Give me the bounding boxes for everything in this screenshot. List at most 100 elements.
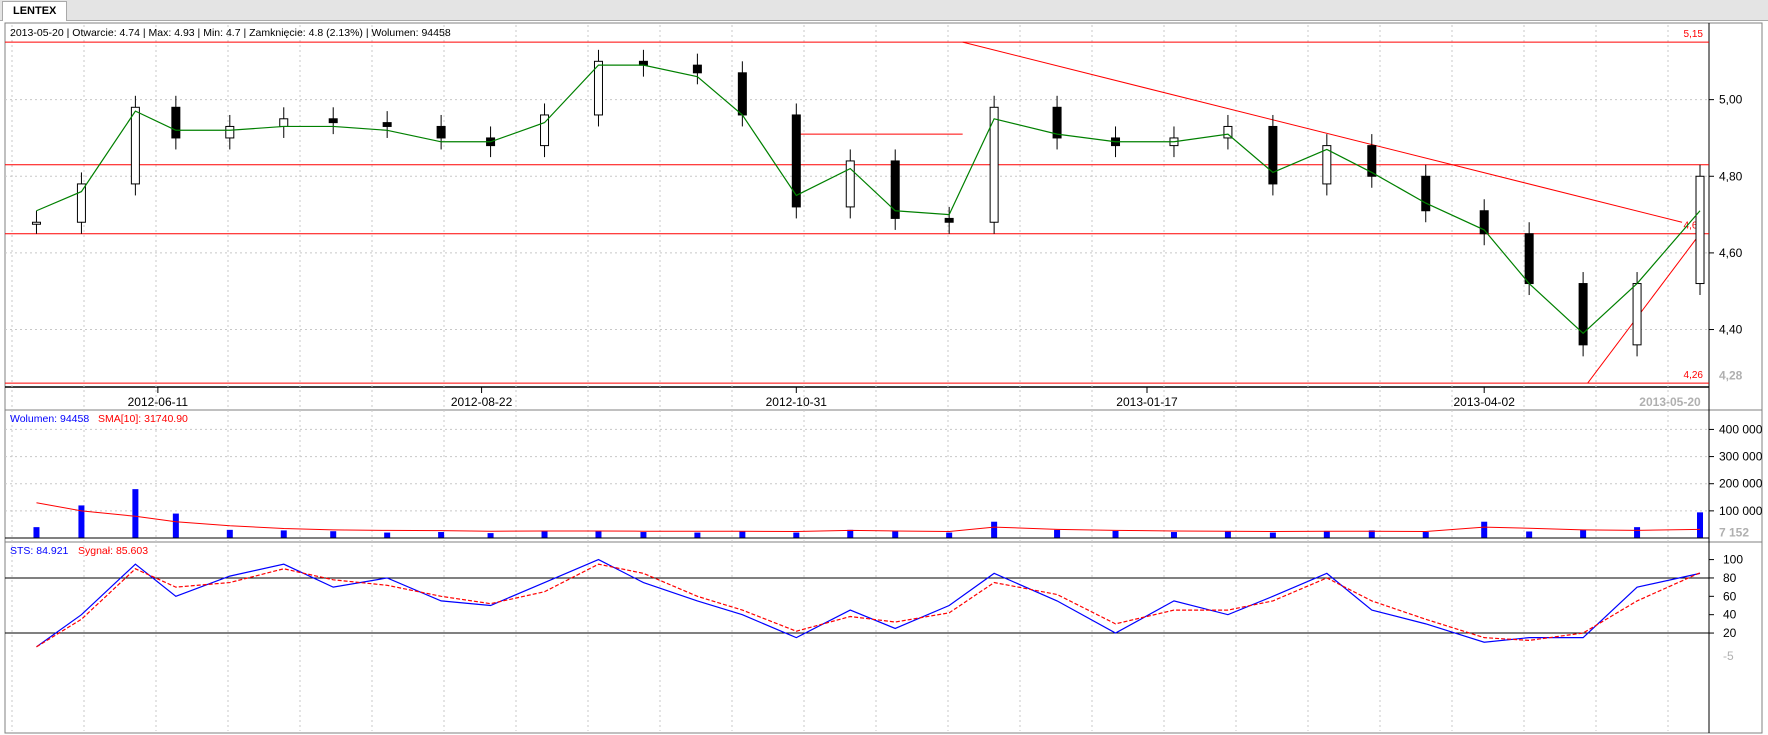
trend-line bbox=[962, 41, 1683, 223]
candle-body bbox=[540, 114, 550, 147]
volume-tick-label: 300 000 bbox=[1719, 450, 1763, 464]
volume-bar bbox=[132, 489, 139, 538]
volume-bar bbox=[739, 531, 746, 538]
candle-body bbox=[225, 125, 235, 139]
volume-bar bbox=[438, 532, 445, 538]
grid-lines bbox=[5, 25, 1709, 731]
price-tick-label: 4,80 bbox=[1719, 169, 1743, 183]
volume-bar bbox=[946, 532, 953, 538]
volume-bar bbox=[1634, 527, 1641, 538]
candle-body bbox=[1479, 210, 1489, 235]
price-info-text: 2013-05-20 | Otwarcie: 4.74 | Max: 4.93 … bbox=[10, 27, 451, 39]
price-level-label: 4,65 bbox=[1684, 221, 1704, 232]
x-tick-label: 2013-01-17 bbox=[1116, 395, 1178, 409]
sts-tick-label: 80 bbox=[1723, 571, 1737, 585]
candle-body bbox=[1421, 175, 1431, 212]
x-tick-label: 2012-10-31 bbox=[766, 395, 828, 409]
candle-body bbox=[328, 118, 338, 124]
volume-bar bbox=[1526, 531, 1533, 538]
price-tick-label: 4,60 bbox=[1719, 246, 1743, 260]
price-sma-line bbox=[36, 64, 1701, 335]
volume-bar bbox=[33, 527, 40, 538]
candle-body bbox=[1052, 106, 1062, 139]
candle-body bbox=[76, 183, 86, 223]
candle-body bbox=[1268, 125, 1278, 185]
x-tick-label: 2012-06-11 bbox=[128, 395, 189, 409]
price-level-label: 4,26 bbox=[1684, 370, 1704, 381]
x-tick-label: 2013-04-02 bbox=[1454, 395, 1516, 409]
volume-bar bbox=[793, 532, 800, 538]
volume-bar bbox=[847, 529, 854, 538]
candle-body bbox=[1367, 145, 1377, 177]
last-date-label: 2013-05-20 bbox=[1639, 395, 1701, 409]
volume-bar bbox=[487, 533, 494, 538]
volume-bar bbox=[892, 531, 899, 538]
volume-bar bbox=[78, 505, 85, 538]
candle-body bbox=[791, 114, 801, 208]
tab-lentex[interactable]: LENTEX bbox=[2, 1, 68, 21]
sts-tick-label: 20 bbox=[1723, 626, 1737, 640]
candle-body bbox=[1322, 145, 1332, 185]
price-tick-label: 4,40 bbox=[1719, 323, 1743, 337]
candle-body bbox=[845, 160, 855, 208]
sts-line bbox=[36, 558, 1701, 648]
candle-body bbox=[1524, 233, 1534, 285]
tab-bar: LENTEX bbox=[0, 0, 1768, 21]
volume-tick-label: 200 000 bbox=[1719, 477, 1763, 491]
sts-tick-label: 40 bbox=[1723, 608, 1737, 622]
volume-current-label: 7 152 bbox=[1719, 526, 1749, 540]
candle-body bbox=[737, 72, 747, 116]
candle-body bbox=[279, 118, 289, 127]
x-tick-label: 2012-08-22 bbox=[451, 395, 513, 409]
volume-bar bbox=[384, 532, 391, 538]
sts-lines bbox=[5, 558, 1709, 648]
current-price-label: 4,28 bbox=[1719, 369, 1743, 383]
candle-body bbox=[1223, 125, 1233, 139]
candle-body bbox=[890, 160, 900, 219]
volume-bar bbox=[991, 521, 998, 538]
volume-bar bbox=[1054, 529, 1061, 538]
volume-bars bbox=[5, 489, 1709, 539]
candle-body bbox=[692, 64, 702, 74]
candle-body bbox=[1578, 283, 1588, 346]
volume-bar bbox=[640, 532, 647, 538]
volume-bar bbox=[172, 513, 179, 538]
volume-bar bbox=[694, 532, 701, 538]
volume-bar bbox=[280, 530, 287, 538]
trend-line bbox=[1587, 233, 1701, 384]
volume-tick-label: 100 000 bbox=[1719, 504, 1763, 518]
candle-body bbox=[130, 106, 140, 185]
volume-bar bbox=[1323, 530, 1330, 538]
candle-body bbox=[944, 217, 954, 223]
sts-signal-line bbox=[36, 563, 1701, 648]
price-tick-label: 5,00 bbox=[1719, 93, 1743, 107]
volume-tick-label: 400 000 bbox=[1719, 422, 1763, 436]
volume-bar bbox=[226, 529, 233, 538]
volume-bar bbox=[1224, 531, 1231, 538]
volume-bar bbox=[541, 531, 548, 538]
volume-bar bbox=[595, 531, 602, 538]
candle-body bbox=[171, 106, 181, 139]
candle-body bbox=[31, 221, 41, 225]
volume-bar bbox=[1170, 532, 1177, 538]
volume-bar bbox=[1481, 521, 1488, 538]
sts-info-label: STS: 84.921 bbox=[10, 545, 69, 557]
price-level-label: 5,15 bbox=[1684, 29, 1704, 40]
sts-tick-label: 100 bbox=[1723, 553, 1743, 567]
price-candles bbox=[31, 49, 1705, 357]
chart-area: 5,15 4,65 4,26 2012-06-11 2012-08-22 2012-10… bbox=[4, 22, 1763, 734]
volume-bar bbox=[1697, 512, 1704, 538]
volume-sma-label: SMA[10]: 31740.90 bbox=[98, 413, 188, 425]
price-levels: 5,15 4,65 4,26 bbox=[5, 29, 1709, 384]
volume-bar bbox=[1269, 532, 1276, 538]
sts-tick-label: 60 bbox=[1723, 589, 1737, 603]
candle-body bbox=[382, 122, 392, 127]
candle-body bbox=[989, 106, 999, 223]
volume-info-label: Wolumen: 94458 bbox=[10, 413, 89, 425]
candle-body bbox=[436, 125, 446, 139]
axis-labels: 2012-06-11 2012-08-22 2012-10-31 2013-01-17… bbox=[128, 93, 1763, 663]
sts-current-label: -5 bbox=[1723, 649, 1734, 663]
volume-bar bbox=[330, 531, 337, 538]
volume-bar bbox=[1422, 532, 1429, 538]
volume-bar bbox=[1580, 529, 1587, 538]
